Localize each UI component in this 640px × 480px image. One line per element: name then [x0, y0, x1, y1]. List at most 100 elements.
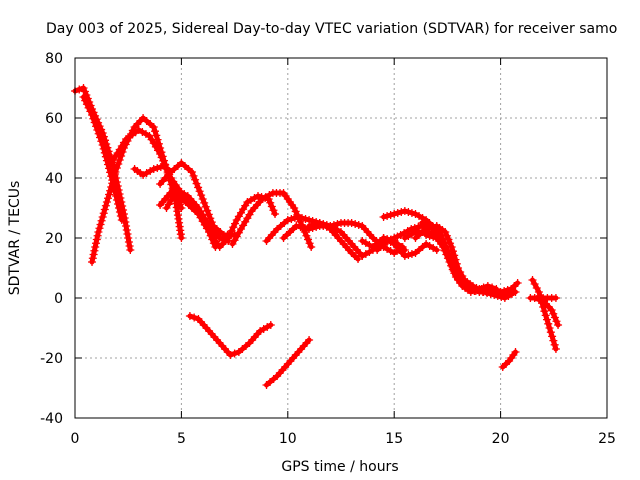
data-point	[263, 323, 272, 331]
data-point	[548, 332, 557, 341]
data-point	[488, 283, 497, 292]
data-point	[258, 195, 267, 203]
data-point	[290, 214, 299, 222]
x-tick-label: 25	[598, 431, 616, 447]
data-point	[333, 220, 342, 228]
data-point	[82, 100, 91, 109]
data-point	[361, 250, 370, 258]
data-point	[417, 219, 426, 227]
data-point	[441, 228, 450, 236]
data-point	[116, 212, 125, 220]
data-point	[490, 291, 499, 299]
data-point	[156, 150, 165, 158]
data-point	[177, 204, 186, 212]
data-point	[102, 198, 111, 206]
data-point	[551, 294, 560, 302]
data-point	[200, 198, 209, 207]
data-point	[486, 290, 495, 298]
data-point	[176, 200, 185, 209]
data-point	[305, 336, 314, 344]
data-point	[445, 252, 454, 260]
data-point	[447, 255, 456, 264]
data-point	[250, 194, 259, 202]
data-point	[386, 211, 395, 219]
data-point	[153, 164, 162, 172]
data-point	[142, 169, 151, 177]
data-point	[105, 190, 114, 199]
data-point	[283, 216, 292, 224]
data-point	[84, 103, 93, 112]
data-point	[88, 111, 97, 119]
data-point	[511, 348, 520, 356]
series-track	[185, 312, 275, 359]
data-point	[442, 231, 451, 240]
data-point	[411, 210, 420, 218]
data-point	[365, 248, 374, 256]
series-track	[262, 336, 314, 389]
data-point	[227, 226, 236, 235]
data-point	[246, 196, 255, 204]
data-point	[100, 205, 109, 214]
data-point	[540, 307, 549, 316]
data-point	[109, 175, 118, 184]
data-point	[90, 118, 99, 127]
data-point	[139, 171, 148, 179]
data-point	[407, 250, 416, 258]
y-tick-label: 0	[54, 291, 63, 307]
data-point	[429, 223, 438, 231]
data-point	[205, 228, 214, 236]
data-point	[294, 213, 303, 221]
data-point	[97, 137, 106, 146]
y-tick-label: 40	[45, 171, 63, 187]
data-point	[198, 195, 207, 203]
data-point	[89, 250, 98, 259]
data-point	[101, 201, 110, 210]
data-point	[547, 306, 556, 314]
data-point	[105, 164, 114, 173]
data-point	[229, 223, 238, 232]
data-point	[305, 222, 314, 230]
data-point	[98, 141, 107, 149]
data-point	[407, 230, 416, 238]
data-point	[475, 285, 484, 293]
data-point	[365, 241, 374, 249]
data-point	[269, 206, 278, 215]
data-point	[400, 207, 409, 215]
data-point	[192, 179, 201, 188]
data-point	[354, 221, 363, 229]
data-point	[92, 239, 101, 248]
series-track	[156, 186, 220, 251]
data-point	[96, 133, 105, 142]
data-point	[149, 165, 158, 173]
data-point	[126, 246, 135, 254]
data-point	[75, 85, 84, 94]
series-track	[379, 207, 437, 230]
data-point	[497, 293, 506, 301]
data-point	[88, 254, 97, 263]
data-point	[125, 242, 134, 250]
data-point	[259, 325, 268, 333]
data-point	[226, 351, 235, 359]
data-point	[111, 168, 120, 176]
x-tick-label: 0	[71, 431, 80, 447]
data-point	[149, 123, 158, 131]
data-point	[267, 202, 276, 211]
series-trace	[157, 160, 238, 238]
x-tick-label: 15	[385, 431, 403, 447]
data-point	[152, 131, 161, 140]
data-point	[319, 221, 328, 229]
data-point	[361, 239, 370, 247]
data-point	[97, 216, 106, 225]
data-point	[88, 258, 97, 266]
data-point	[354, 255, 363, 263]
data-point	[188, 168, 197, 176]
data-point	[191, 175, 200, 184]
data-point	[206, 231, 215, 240]
data-point	[329, 221, 338, 229]
data-point	[507, 290, 516, 298]
data-point	[479, 283, 488, 292]
data-point	[231, 219, 240, 228]
data-point	[101, 152, 110, 161]
data-point	[383, 245, 392, 253]
